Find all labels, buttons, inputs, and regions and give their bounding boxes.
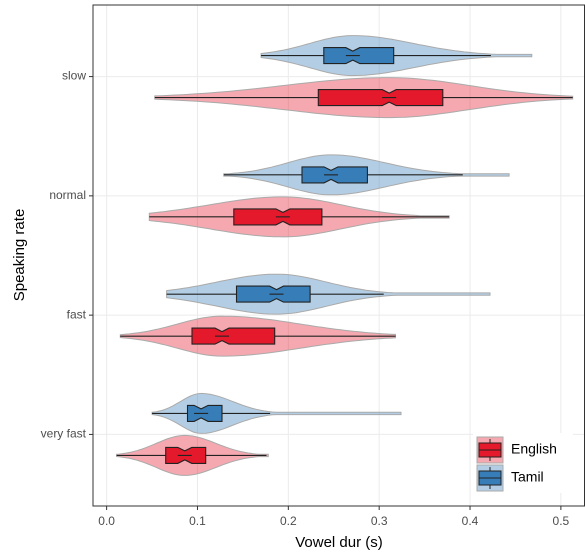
violin xyxy=(151,392,402,434)
y-tick-label: slow xyxy=(62,69,86,83)
box xyxy=(191,327,276,345)
x-tick-label: 0.4 xyxy=(462,514,479,528)
x-tick-label: 0.5 xyxy=(553,514,570,528)
x-tick-label: 0.2 xyxy=(280,514,297,528)
legend-label: Tamil xyxy=(511,469,544,485)
legend: English Tamil xyxy=(473,433,573,493)
box xyxy=(317,89,444,107)
y-tick-label: normal xyxy=(49,188,86,202)
x-tick-label: 0.3 xyxy=(371,514,388,528)
x-tick-label: 0.1 xyxy=(189,514,206,528)
legend-label: English xyxy=(511,441,557,457)
y-tick-label: fast xyxy=(67,307,87,321)
marks xyxy=(116,35,574,476)
y-tick-label: very fast xyxy=(41,427,87,441)
y-axis-title: Speaking rate xyxy=(11,209,28,302)
x-axis-title: Vowel dur (s) xyxy=(295,534,383,551)
x-tick-label: 0.0 xyxy=(98,514,115,528)
